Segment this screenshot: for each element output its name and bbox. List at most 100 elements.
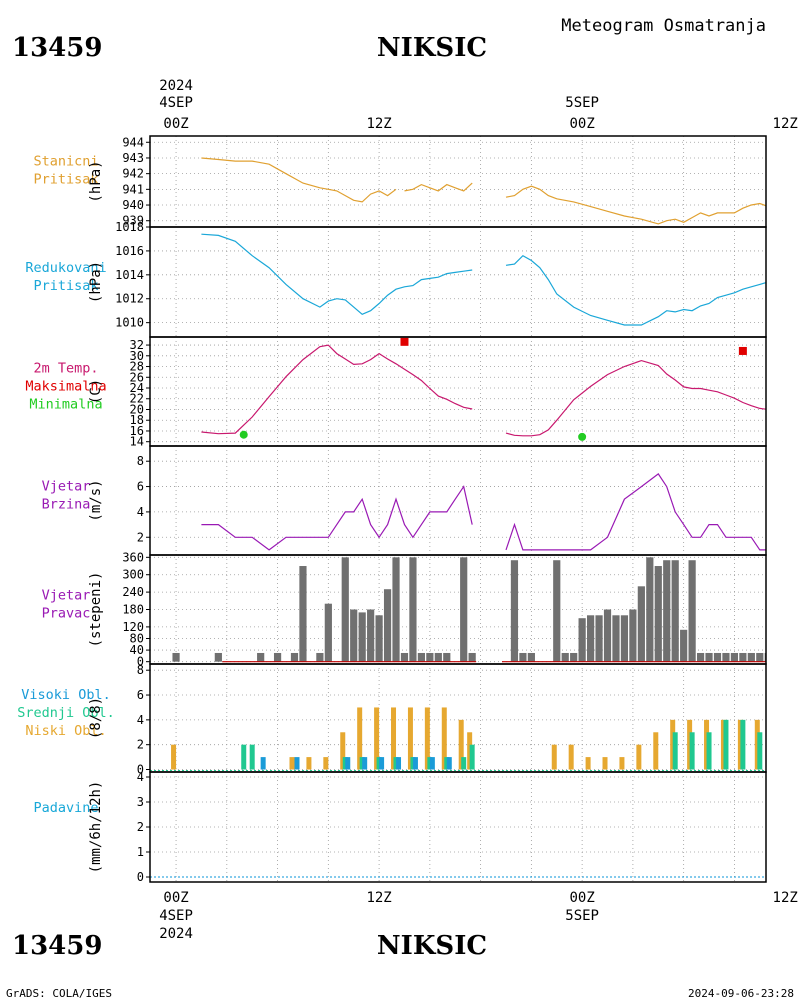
bottom-date-label: 5SEP xyxy=(565,908,599,924)
panel-label: Pritisak xyxy=(33,278,98,294)
series-line xyxy=(505,473,766,551)
wind-direction-bar xyxy=(417,652,425,662)
y-tick-label: 942 xyxy=(122,167,144,181)
panel-label: Redukovani xyxy=(25,260,106,276)
tmax-marker xyxy=(738,346,747,355)
panel-label: Niski Obl. xyxy=(25,723,106,739)
wind-direction-bar xyxy=(739,652,747,662)
panel-plot-area xyxy=(172,557,766,663)
panel-label: Visoki Obl. xyxy=(21,687,110,703)
y-tick-label: 4 xyxy=(137,713,144,727)
cloud-bar xyxy=(345,757,351,770)
panel-label: Vjetar xyxy=(42,479,91,495)
y-tick-label: 4 xyxy=(137,770,144,784)
plot-timestamp: 2024-09-06-23:28 xyxy=(688,987,794,1000)
top-hour-label: 00Z xyxy=(163,116,188,132)
cloud-bar xyxy=(357,707,363,770)
y-tick-label: 0 xyxy=(137,870,144,884)
cloud-bar xyxy=(791,732,796,769)
panel-label: Stanicni xyxy=(33,154,98,170)
wind-direction-bar xyxy=(392,557,400,662)
wind-direction-bar xyxy=(612,615,620,662)
panel-plot-area xyxy=(201,473,766,551)
cloud-bar xyxy=(260,757,266,770)
bottom-year-label: 2024 xyxy=(159,926,193,942)
y-tick-label: 240 xyxy=(122,585,144,599)
y-tick-label: 360 xyxy=(122,550,144,564)
series-line xyxy=(505,359,766,437)
wind-direction-bar xyxy=(663,560,671,662)
y-axis-label: (mm/6h/12h) xyxy=(88,781,104,874)
y-tick-label: 14 xyxy=(130,435,144,449)
y-tick-label: 4 xyxy=(137,505,144,519)
y-tick-label: 1016 xyxy=(115,244,144,258)
wind-direction-bar xyxy=(722,652,730,662)
wind-direction-bar xyxy=(324,603,332,662)
panel-label: Srednji Obl. xyxy=(17,705,115,721)
panel-label: Minimalna xyxy=(29,397,102,413)
cloud-bar xyxy=(249,744,255,770)
cloud-bar xyxy=(362,757,368,770)
wind-direction-bar xyxy=(527,652,535,662)
wind-direction-bar xyxy=(400,652,409,662)
cloud-bar xyxy=(568,744,574,770)
wind-direction-bar xyxy=(443,652,451,662)
y-tick-label: 40 xyxy=(130,643,144,657)
panel-label: Padavine xyxy=(33,800,98,816)
y-tick-label: 3 xyxy=(137,795,144,809)
panel-frame xyxy=(149,226,767,338)
wind-direction-bar xyxy=(460,557,468,662)
station-id-top: 13459 xyxy=(12,33,102,63)
y-tick-label: 2 xyxy=(137,820,144,834)
top-hour-label: 12Z xyxy=(366,116,391,132)
y-axis-label: (hPa) xyxy=(88,160,104,202)
y-tick-label: 16 xyxy=(130,424,144,438)
panel-label: 2m Temp. xyxy=(33,361,98,377)
tmin-marker xyxy=(578,432,587,441)
tmin-marker xyxy=(239,430,248,439)
y-tick-label: 939 xyxy=(122,214,144,228)
y-tick-label: 944 xyxy=(122,135,144,149)
wind-direction-bar xyxy=(468,652,476,662)
cloud-bar xyxy=(340,732,346,770)
wind-direction-bar xyxy=(350,609,358,662)
top-time-axis: 20244SEP5SEP6SEP00Z12Z00Z12Z00Z12Z xyxy=(159,78,798,132)
y-tick-label: 1010 xyxy=(115,316,144,330)
bottom-date-label: 4SEP xyxy=(159,908,193,924)
wind-direction-bar xyxy=(383,589,392,662)
wind-direction-bar xyxy=(680,629,688,662)
cloud-bar xyxy=(323,757,329,770)
panel-reduced_pressure: 1010 1012 1014 1016 1018 Redukovani Pritisak(h… xyxy=(25,220,767,338)
top-year-label: 2024 xyxy=(159,78,193,94)
bottom-hour-label: 00Z xyxy=(163,890,188,906)
panel-plot-area xyxy=(150,707,796,772)
wind-direction-bar xyxy=(510,560,519,662)
bottom-time-axis: 00Z12Z00Z12Z00Z12Z4SEP5SEP6SEP2024 xyxy=(159,890,798,942)
cloud-bar xyxy=(723,719,729,770)
y-axis-label: (hPa) xyxy=(88,261,104,303)
cloud-bar xyxy=(619,757,625,770)
wind-direction-bar xyxy=(730,652,739,662)
cloud-bar xyxy=(379,757,385,770)
top-date-label: 5SEP xyxy=(565,95,599,111)
wind-direction-bar xyxy=(705,652,713,662)
wind-direction-bar xyxy=(603,609,612,662)
meteogram-title: Meteogram Osmatranja xyxy=(561,16,766,36)
panel-frame xyxy=(149,771,767,883)
series-line xyxy=(404,182,473,192)
y-tick-label: 22 xyxy=(130,392,144,406)
wind-direction-bar xyxy=(375,615,383,662)
wind-direction-bar xyxy=(696,652,705,662)
cloud-bar xyxy=(602,757,608,770)
y-axis-label: (C) xyxy=(88,379,104,404)
cloud-bar xyxy=(407,707,413,770)
wind-direction-bar xyxy=(646,557,654,662)
y-tick-label: 32 xyxy=(130,338,144,352)
source-credit: GrADS: COLA/IGES xyxy=(6,987,112,1000)
station-name-top: NIKSIC xyxy=(377,33,487,63)
y-tick-label: 30 xyxy=(130,349,144,363)
y-tick-label: 1012 xyxy=(115,292,144,306)
cloud-bar xyxy=(441,707,447,770)
